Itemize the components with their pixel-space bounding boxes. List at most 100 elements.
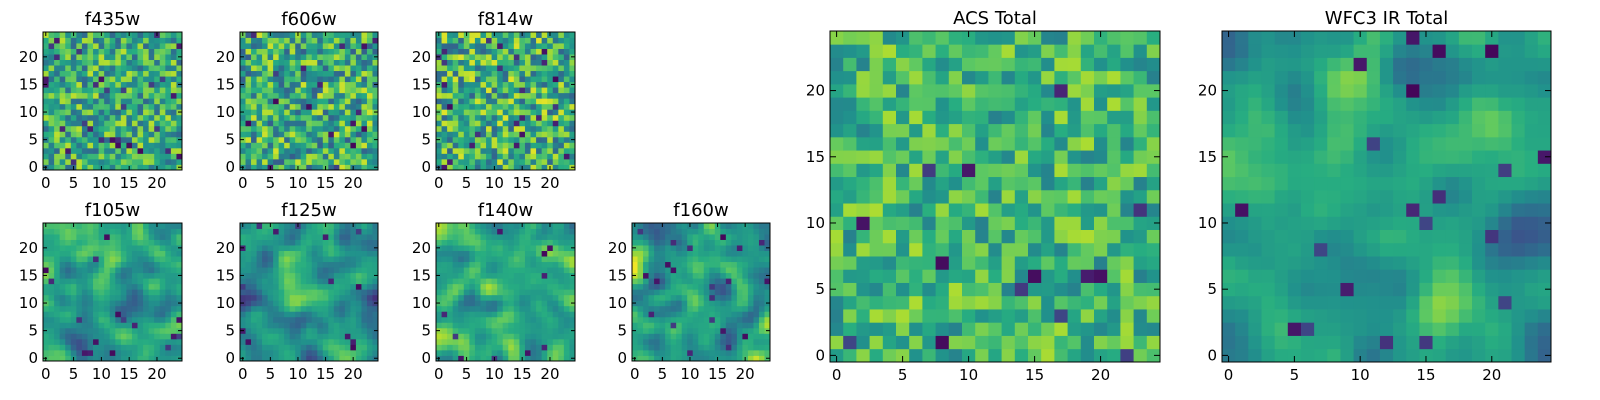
- heatmap-cell: [469, 37, 476, 44]
- heatmap-cell: [295, 316, 302, 323]
- heatmap-cell: [469, 131, 476, 138]
- heatmap-cell: [502, 311, 509, 318]
- heatmap-cell: [59, 87, 66, 94]
- heatmap-cell: [1094, 229, 1108, 244]
- heatmap-cell: [497, 98, 504, 105]
- heatmap-cell: [563, 158, 570, 165]
- heatmap-cell: [486, 327, 492, 334]
- heatmap-cell: [563, 327, 570, 334]
- heatmap-cell: [569, 261, 576, 268]
- heatmap-cell: [366, 228, 373, 235]
- heatmap-cell: [76, 316, 83, 323]
- heatmap-cell: [65, 272, 72, 279]
- heatmap-cell: [284, 261, 291, 268]
- heatmap-cell: [98, 98, 105, 105]
- heatmap-cell: [240, 142, 246, 149]
- heatmap-cell: [59, 278, 66, 285]
- heatmap-cell: [508, 223, 515, 229]
- heatmap-cell: [339, 355, 346, 362]
- heatmap-cell: [524, 234, 531, 240]
- heatmap-cell: [441, 256, 448, 263]
- heatmap-cell: [65, 311, 72, 318]
- heatmap-cell: [474, 228, 481, 235]
- heatmap-cell: [165, 32, 172, 38]
- heatmap-cell: [563, 98, 570, 105]
- heatmap-cell: [278, 245, 285, 251]
- heatmap-cell: [670, 327, 677, 334]
- heatmap-cell: [758, 245, 765, 251]
- heatmap-cell: [159, 98, 166, 105]
- heatmap-cell: [1120, 163, 1134, 178]
- heatmap-cell: [441, 114, 448, 121]
- y-tick-label: 0: [225, 158, 235, 176]
- heatmap-cell: [720, 344, 727, 351]
- heatmap-cell: [530, 355, 537, 362]
- heatmap-cell: [251, 338, 257, 345]
- heatmap-cell: [731, 344, 738, 351]
- heatmap-cell: [922, 203, 936, 217]
- heatmap-cell: [747, 223, 754, 229]
- heatmap-cell: [278, 65, 285, 72]
- heatmap-cell: [463, 228, 470, 235]
- heatmap-cell: [536, 32, 543, 38]
- heatmap-cell: [245, 131, 252, 138]
- heatmap-cell: [104, 98, 111, 105]
- heatmap-cell: [245, 109, 252, 116]
- heatmap-cell: [131, 316, 138, 323]
- heatmap-cell: [513, 81, 520, 88]
- heatmap-cell: [300, 333, 307, 340]
- y-tick-label: 0: [28, 349, 38, 367]
- heatmap-cell: [654, 305, 660, 312]
- heatmap-cell: [474, 125, 481, 132]
- heatmap-cell: [709, 349, 716, 356]
- y-tick-label: 10: [19, 103, 38, 121]
- heatmap-cell: [70, 153, 77, 160]
- heatmap-cell: [747, 300, 754, 307]
- heatmap-cell: [267, 48, 274, 55]
- heatmap-cell: [81, 65, 88, 72]
- heatmap-cell: [300, 136, 307, 143]
- heatmap-cell: [93, 103, 99, 110]
- heatmap-cell: [366, 316, 373, 323]
- heatmap-cell: [541, 109, 548, 116]
- heatmap-cell: [530, 147, 537, 154]
- heatmap-cell: [491, 65, 498, 72]
- heatmap-cell: [115, 256, 122, 263]
- heatmap-cell: [736, 355, 743, 362]
- heatmap-cell: [76, 256, 83, 263]
- heatmap-cell: [65, 283, 72, 290]
- heatmap-cell: [87, 349, 94, 356]
- heatmap-cell: [328, 300, 335, 307]
- heatmap-cell: [300, 103, 307, 110]
- heatmap-cell: [104, 322, 111, 329]
- heatmap-cell: [76, 147, 83, 154]
- heatmap-cell: [350, 267, 357, 274]
- heatmap-cell: [170, 294, 177, 301]
- heatmap-cell: [333, 322, 340, 329]
- heatmap-cell: [65, 136, 72, 143]
- heatmap-cell: [256, 142, 263, 149]
- heatmap-cell: [676, 245, 683, 251]
- heatmap-cell: [1133, 322, 1148, 336]
- heatmap-cell: [742, 228, 749, 235]
- heatmap-cell: [1067, 176, 1082, 191]
- heatmap-cell: [372, 32, 379, 38]
- heatmap-cell: [344, 322, 351, 329]
- heatmap-cell: [830, 203, 844, 217]
- heatmap-cell: [245, 98, 252, 105]
- heatmap-cell: [48, 349, 55, 356]
- heatmap-cell: [988, 335, 1002, 350]
- heatmap-cell: [366, 333, 373, 340]
- heatmap-cell: [262, 316, 268, 323]
- heatmap-cell: [322, 294, 329, 301]
- heatmap-cell: [725, 355, 732, 362]
- heatmap-cell: [165, 245, 172, 251]
- heatmap-cell: [295, 305, 302, 312]
- heatmap-cell: [317, 305, 324, 312]
- heatmap-cell: [681, 311, 688, 318]
- heatmap-cell: [458, 43, 465, 49]
- heatmap-cell: [76, 32, 83, 38]
- heatmap-cell: [81, 142, 88, 149]
- heatmap-cell: [93, 158, 99, 165]
- heatmap-cell: [935, 322, 950, 336]
